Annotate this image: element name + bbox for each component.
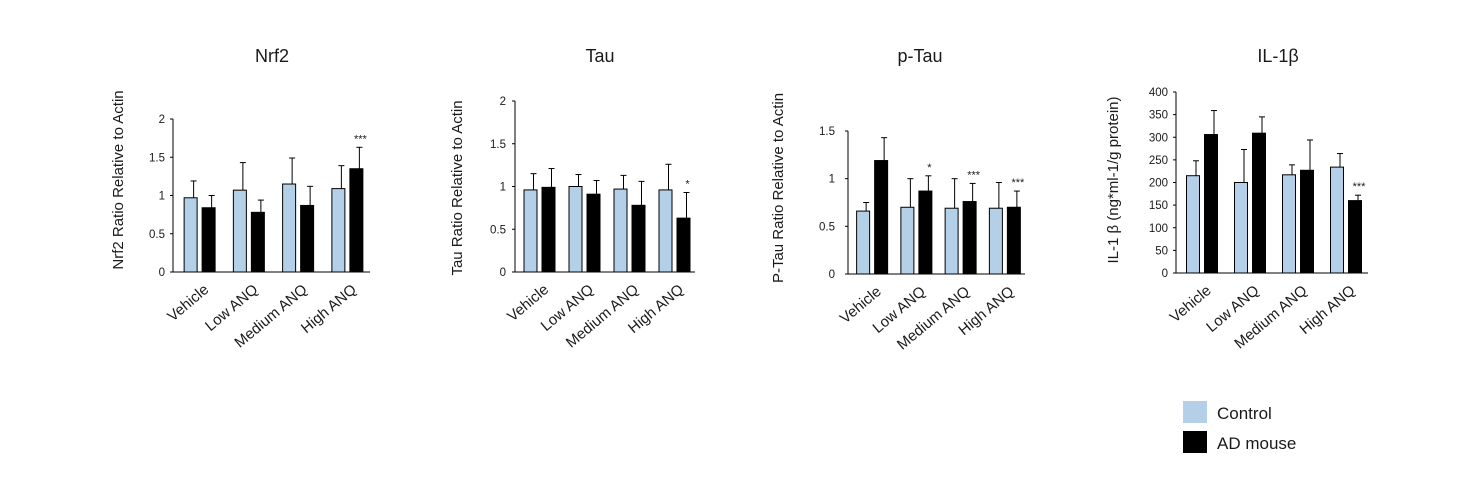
- y-tick-label: 0: [500, 267, 506, 279]
- bar-ad-mouse: [349, 168, 364, 273]
- bar-control: [1234, 182, 1248, 274]
- bar-control: [988, 207, 1003, 275]
- y-tick-label: 200: [1149, 178, 1168, 190]
- bar-ad-mouse: [1204, 134, 1218, 274]
- y-tick-label: 0: [159, 267, 165, 279]
- chart-panel-4: IL-1β IL-1 β (ng*ml-1/g protein) 0 50 100 150…: [1105, 46, 1368, 352]
- bar-ad-mouse: [874, 160, 889, 275]
- bar-ad-mouse: [541, 186, 556, 273]
- legend: Control AD mouse: [1183, 401, 1296, 453]
- chart-title: Tau: [585, 46, 614, 66]
- y-tick-label: 0.5: [490, 224, 506, 236]
- legend-swatch-ad-mouse: [1183, 431, 1207, 453]
- chart-title: Nrf2: [255, 46, 289, 66]
- bar-ad-mouse: [300, 204, 315, 273]
- legend-swatch-control: [1183, 401, 1207, 423]
- chart-panel-1: Nrf2 Nrf2 Ratio Relative to Actin 0 0.5 1 1.5…: [110, 46, 370, 351]
- legend-label-control: Control: [1217, 404, 1272, 423]
- y-tick-label: 1: [829, 174, 835, 186]
- bar-ad-mouse: [962, 201, 977, 275]
- bar-ad-mouse: [250, 211, 265, 273]
- bar-ad-mouse: [586, 193, 601, 273]
- y-tick-label: 400: [1149, 87, 1168, 99]
- significance-marker: ***: [1011, 177, 1025, 189]
- bar-control: [856, 210, 871, 275]
- significance-marker: ***: [354, 133, 368, 145]
- bar-control: [331, 188, 346, 273]
- bar-ad-mouse: [1252, 132, 1266, 274]
- bar-control: [183, 197, 198, 273]
- significance-marker: *: [927, 162, 932, 174]
- chart-title: p-Tau: [897, 46, 942, 66]
- y-tick-label: 2: [500, 96, 506, 108]
- bar-control: [523, 189, 538, 273]
- y-tick-label: 100: [1149, 223, 1168, 235]
- y-tick-label: 0: [829, 269, 835, 281]
- significance-marker: ***: [1353, 181, 1367, 193]
- bar-control: [658, 189, 673, 273]
- y-tick-label: 350: [1149, 110, 1168, 122]
- y-axis-label: IL-1 β (ng*ml-1/g protein): [1105, 96, 1122, 263]
- y-tick-label: 1: [159, 191, 165, 203]
- x-category-label: High ANQ: [298, 281, 360, 337]
- bar-ad-mouse: [1006, 206, 1021, 275]
- chart-panel-3: p-Tau P-Tau Ratio Relative to Actin 0 0.5 1 1…: [770, 46, 1025, 353]
- bar-ad-mouse: [1348, 200, 1362, 274]
- y-axis-label: Nrf2 Ratio Relative to Actin: [110, 90, 127, 269]
- y-tick-label: 1.5: [490, 139, 506, 151]
- significance-marker: *: [685, 178, 690, 190]
- y-tick-label: 1.5: [149, 152, 165, 164]
- bar-control: [1186, 175, 1200, 274]
- y-tick-label: 2: [159, 114, 165, 126]
- y-axis-label: P-Tau Ratio Relative to Actin: [770, 93, 787, 283]
- y-axis-label: Tau Ratio Relative to Actin: [449, 100, 466, 275]
- chart-panels: Nrf2 Nrf2 Ratio Relative to Actin 0 0.5 1 1.5…: [110, 46, 1368, 353]
- y-tick-label: 0: [1162, 268, 1168, 280]
- y-tick-label: 250: [1149, 155, 1168, 167]
- bar-control: [1330, 166, 1344, 274]
- bar-ad-mouse: [201, 207, 216, 273]
- chart-title: IL-1β: [1257, 46, 1298, 66]
- significance-marker: ***: [967, 169, 981, 181]
- bar-ad-mouse: [631, 204, 646, 273]
- bar-ad-mouse: [1300, 169, 1314, 274]
- legend-label-ad-mouse: AD mouse: [1217, 434, 1296, 453]
- bar-control: [282, 183, 297, 273]
- y-tick-label: 300: [1149, 132, 1168, 144]
- bar-control: [944, 207, 959, 275]
- y-tick-label: 1: [500, 182, 506, 194]
- y-tick-label: 0.5: [149, 229, 165, 241]
- bar-control: [900, 206, 915, 275]
- bar-control: [232, 189, 247, 273]
- bar-control: [613, 188, 628, 273]
- y-tick-label: 1.5: [819, 126, 835, 138]
- y-tick-label: 0.5: [819, 221, 835, 233]
- bar-control: [1282, 174, 1296, 274]
- bar-ad-mouse: [676, 217, 691, 273]
- y-tick-label: 150: [1149, 200, 1168, 212]
- y-tick-label: 50: [1155, 245, 1168, 257]
- bar-ad-mouse: [918, 190, 933, 275]
- bar-control: [568, 186, 583, 273]
